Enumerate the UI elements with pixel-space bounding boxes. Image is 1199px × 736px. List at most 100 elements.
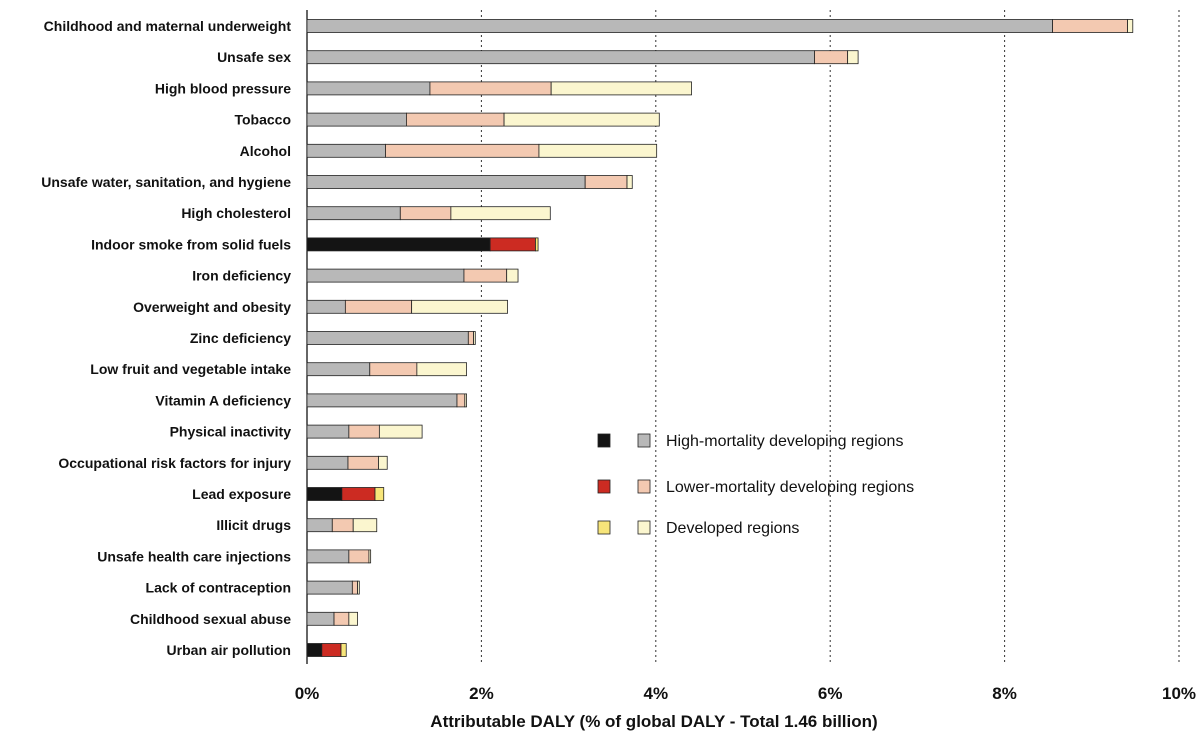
category-label: Iron deficiency xyxy=(192,268,291,284)
bar-segment xyxy=(550,81,692,96)
bar-segment xyxy=(321,643,342,657)
bar-segment xyxy=(1052,19,1128,33)
bar-segment xyxy=(406,112,505,127)
bar-segment xyxy=(374,487,385,501)
bar-segment xyxy=(306,331,469,345)
legend-label: High-mortality developing regions xyxy=(666,433,903,450)
category-label: Overweight and obesity xyxy=(133,299,291,315)
bar-segment xyxy=(306,549,350,564)
bar-segment xyxy=(306,487,343,501)
bar-segment xyxy=(626,175,633,189)
legend: High-mortality developing regions Lower-m… xyxy=(597,433,914,537)
category-label: Indoor smoke from solid fuels xyxy=(91,236,291,252)
category-label: Childhood sexual abuse xyxy=(130,611,291,627)
category-label: Unsafe health care injections xyxy=(97,548,291,564)
bar-segment xyxy=(450,206,551,221)
category-label: Lack of contraception xyxy=(146,580,291,596)
bar-segment xyxy=(306,455,349,470)
bar-segment xyxy=(348,424,380,439)
bar-segment xyxy=(306,362,371,377)
bar-segment xyxy=(416,362,467,377)
legend-swatch-dark xyxy=(597,479,611,494)
bar-segment xyxy=(385,143,540,158)
bar-segment xyxy=(467,331,474,345)
legend-swatch-dark xyxy=(597,520,611,535)
legend-swatch-light xyxy=(637,479,651,494)
category-label: Zinc deficiency xyxy=(190,330,291,346)
bar-segment xyxy=(306,268,465,283)
bar-segment xyxy=(306,19,1053,33)
legend-label: Lower-mortality developing regions xyxy=(666,479,914,496)
legend-label: Developed regions xyxy=(666,520,799,537)
bar-segment xyxy=(357,580,360,595)
category-label: Unsafe sex xyxy=(217,49,291,65)
bar-segment xyxy=(331,518,354,533)
category-label: Childhood and maternal underweight xyxy=(44,18,292,34)
bar-segment xyxy=(306,237,491,252)
bar-segment xyxy=(306,175,586,189)
bar-segment xyxy=(378,455,388,470)
bar-segment xyxy=(306,112,407,127)
bar-segment xyxy=(333,611,350,626)
bar-segment xyxy=(306,424,350,439)
bar-segment xyxy=(1127,19,1134,33)
x-tick-label: 10% xyxy=(1162,684,1196,703)
bar-segment xyxy=(399,206,452,221)
bar-segment xyxy=(306,206,401,221)
bar-segment xyxy=(378,424,423,439)
category-label: Unsafe water, sanitation, and hygiene xyxy=(41,174,291,190)
bar-segment xyxy=(847,50,859,65)
bar-segment xyxy=(429,81,552,96)
bar-segment xyxy=(344,299,413,314)
category-label: Lead exposure xyxy=(192,486,291,502)
bar-segment xyxy=(489,237,536,252)
category-label: Illicit drugs xyxy=(216,517,291,533)
category-label: Alcohol xyxy=(240,143,291,159)
category-label: High cholesterol xyxy=(181,205,291,221)
bar-segment xyxy=(306,643,323,657)
bar-segment xyxy=(464,393,467,408)
category-label: Low fruit and vegetable intake xyxy=(90,361,291,377)
x-tick-label: 8% xyxy=(992,684,1017,703)
bar-segment xyxy=(411,299,508,314)
legend-swatch-light xyxy=(637,433,651,448)
bar-segment xyxy=(306,50,815,65)
bar-segment xyxy=(814,50,849,65)
bar-segment xyxy=(538,143,658,158)
bar-segment xyxy=(369,362,418,377)
bar-segment xyxy=(306,143,386,158)
bar-segment xyxy=(347,455,379,470)
bar-segment xyxy=(306,611,335,626)
x-tick-label: 2% xyxy=(469,684,494,703)
x-tick-label: 6% xyxy=(818,684,843,703)
grid-lines xyxy=(480,10,1180,664)
bar-segment xyxy=(348,549,370,564)
bar-segment xyxy=(456,393,466,408)
bar-segment xyxy=(368,549,372,564)
bars xyxy=(306,19,1134,657)
x-tick-label: 0% xyxy=(295,684,320,703)
category-label: Occupational risk factors for injury xyxy=(58,455,291,471)
category-label: Physical inactivity xyxy=(170,424,292,440)
x-axis-title: Attributable DALY (% of global DALY - To… xyxy=(430,712,877,731)
bar-segment xyxy=(473,331,476,345)
x-tick-label: 4% xyxy=(644,684,669,703)
category-label: High blood pressure xyxy=(155,80,291,96)
bar-segment xyxy=(352,518,378,533)
category-label: Urban air pollution xyxy=(167,642,291,658)
bar-segment xyxy=(306,393,458,408)
category-label: Vitamin A deficiency xyxy=(155,392,291,408)
bar-segment xyxy=(306,518,333,533)
bar-segment xyxy=(351,580,358,595)
legend-swatch-light xyxy=(637,520,651,535)
bar-segment xyxy=(341,487,376,501)
bar-segment xyxy=(306,299,346,314)
bar-segment xyxy=(340,643,347,657)
category-labels: Childhood and maternal underweight Unsafe… xyxy=(41,18,291,658)
category-label: Tobacco xyxy=(234,112,291,128)
bar-segment xyxy=(306,580,353,595)
bar-segment xyxy=(506,268,519,283)
bar-segment xyxy=(503,112,660,127)
bar-segment xyxy=(584,175,628,189)
